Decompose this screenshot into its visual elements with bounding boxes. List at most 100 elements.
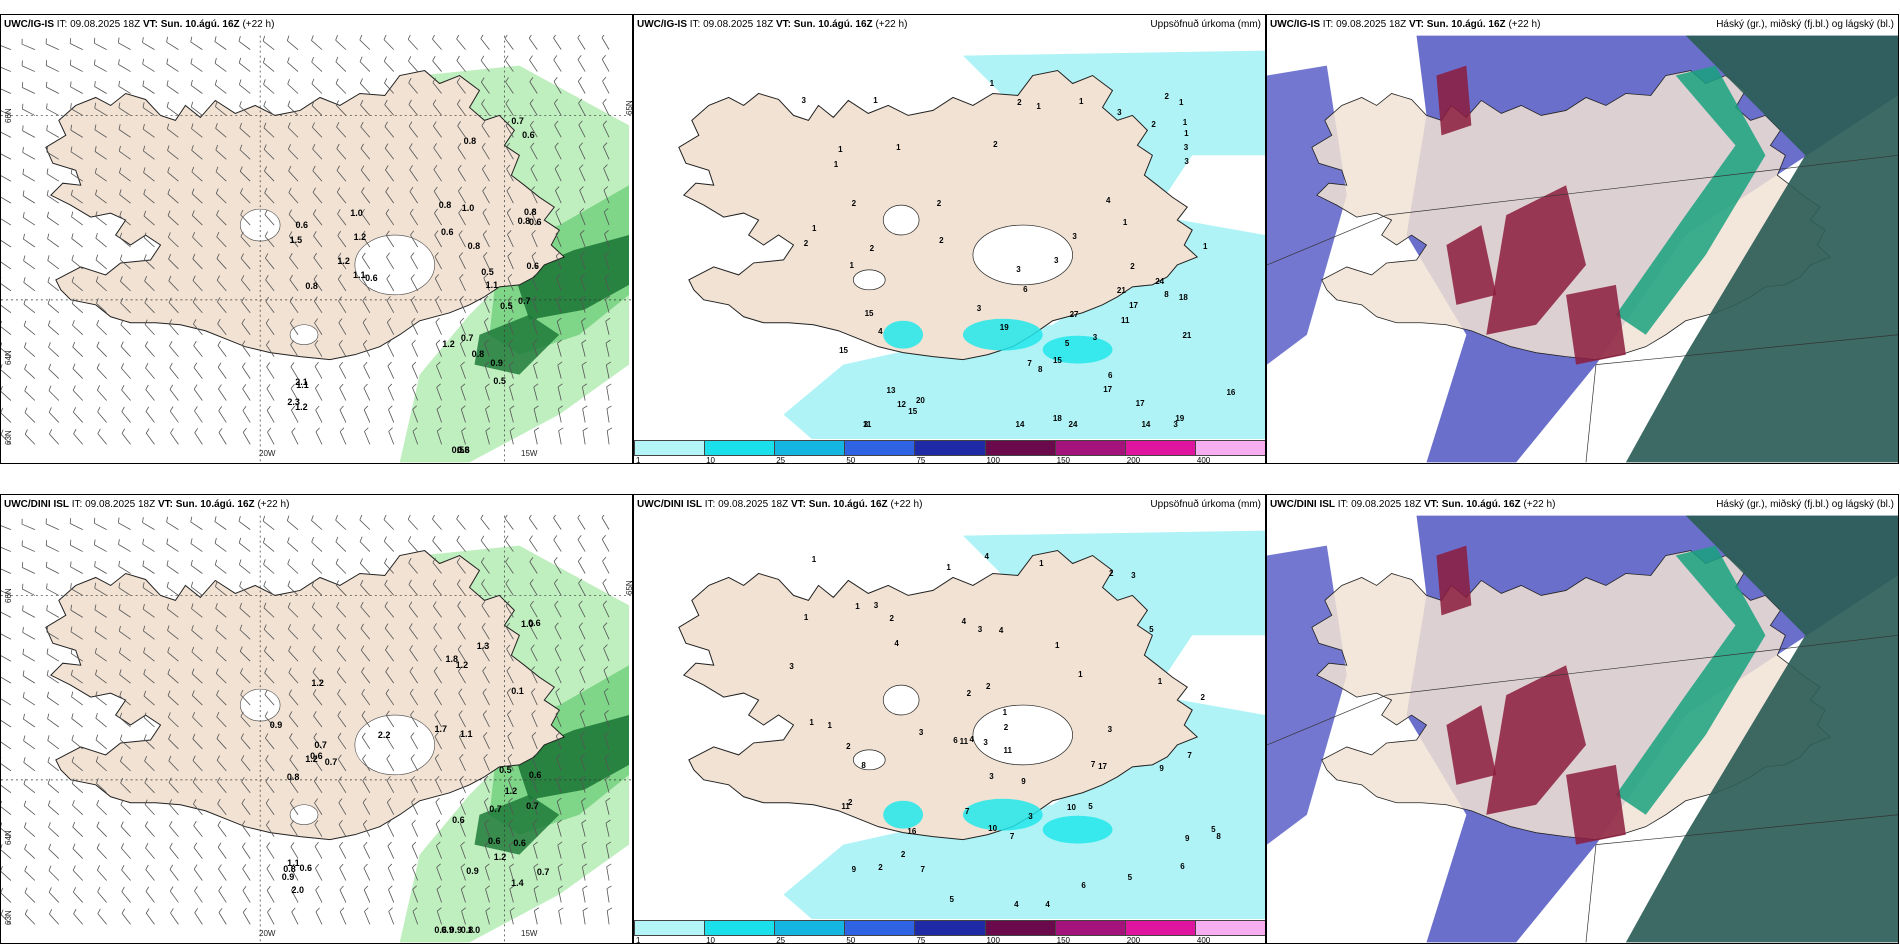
wind-value-label: 1.2 [295,401,308,412]
wind-value-label: 0.7 [511,116,524,127]
colorbar-tick-label: 150 [1056,936,1071,944]
wind-value-label: 0.7 [460,332,474,343]
precip-value-label: 1 [1078,669,1083,679]
precip-value-label: 1 [896,142,901,152]
colorbar-swatch [1054,440,1126,456]
wind-value-label: 0.9 [449,925,463,935]
precip-value-label: 16 [1226,388,1236,398]
field-title: Uppsöfnuð úrkoma (mm) [1150,19,1261,30]
wind-value-label: 0.5 [493,376,506,387]
precip-value-label: 6 [1108,370,1113,380]
colorbar: 1 10 25 50 75 100 150 200 400 [634,919,1265,943]
precip-value-label: 21 [1116,286,1126,296]
map-canvas [678,530,1265,921]
valid-time: Sun. 10.ágú. 16Z [175,499,255,510]
precip-value-label: 5 [1149,624,1154,634]
wind-value-label: 2.3 [287,396,300,407]
wind-value-label: 0.6 [526,260,539,271]
wind-value-label: 0.5 [500,301,513,312]
precip-value-label: 4 [1106,196,1111,206]
wind-value-label: 1.3 [476,641,490,652]
precip-value-label: 18 [1178,292,1188,302]
precip-value-label: 3 [789,661,794,671]
wind-value-label: 1.1 [485,280,499,291]
colorbar-swatch [704,440,776,456]
colorbar-swatch [1124,440,1196,456]
precip-value-label: 21 [1182,331,1192,341]
lead-time: (+22 h) [890,499,923,510]
precip-value-label: 4 [894,639,899,649]
map-canvas [1267,35,1898,463]
wind-value-label: 1.2 [311,677,324,688]
wind-value-label: 1.1 [352,269,366,280]
wind-value-label: 0.7 [526,800,539,811]
wind-value-label: 1.0 [467,925,481,935]
precip-value-label: 1 [809,717,814,727]
vt-label: VT: [1423,499,1439,510]
precip-value-label: 16 [907,826,917,836]
it-label: IT: [1337,499,1349,510]
precip-value-label: 3 [1028,811,1033,821]
wind-value-label: 0.6 [310,751,323,762]
precip-value-label: 3 [1016,264,1021,274]
precip-value-label: 27 [1069,309,1079,319]
precip-value-label: 2 [986,682,991,692]
wind-value-label: 0.6 [528,769,542,780]
precip-value-label: 9 [1021,777,1026,787]
valid-time: Sun. 10.ágú. 16Z [793,19,873,30]
wind-value-label: 1.0 [520,619,534,630]
wind-value-label: 1.2 [442,339,455,350]
panel-header: UWC/DINI ISL IT: 09.08.2025 18Z VT: Sun.… [1,495,632,515]
wind-value-label: 0.8 [471,348,485,359]
precip-value-label: 11 [1121,316,1130,326]
init-time: 09.08.2025 18Z [703,19,774,30]
wind-value-label: 0.6 [528,618,541,628]
it-label: IT: [704,499,716,510]
panel-header: UWC/IG-IS IT: 09.08.2025 18Z VT: Sun. 10… [1,15,632,35]
field-title: Háský (gr.), miðský (fj.bl.) og lágský (… [1716,19,1894,30]
colorbar-swatch [844,920,916,936]
precip-value-label: 2 [1130,262,1135,272]
precip-value-label: 1 [873,96,878,106]
wind-value-label: 0.8 [460,925,474,935]
precip-value-label: 17 [1135,398,1145,408]
colorbar-swatch [1124,920,1196,936]
precip-value-label: 3 [1107,724,1113,734]
precip-value-label: 15 [908,406,918,416]
colorbar-tick-label: 10 [706,456,716,464]
lead-time: (+22 h) [1523,499,1556,510]
precip-value-label: 4 [969,735,974,745]
colorbar-tick-label: 400 [1196,456,1211,464]
precip-value-label: 2 [889,613,894,623]
precip-value-label: 3 [1092,333,1098,343]
wind-value-label: 1.8 [445,653,459,664]
model-label: UWC/IG-IS [637,19,687,30]
precip-value-label: 2 [900,850,906,860]
precip-value-label: 1 [827,721,832,731]
wind-value-label: 0.8 [283,864,296,874]
lat-label: 65N [625,580,633,595]
wind-value-label: 0.6 [440,227,454,238]
colorbar-tick-label: 50 [846,936,856,944]
wind-value-label: 0.6 [488,835,501,846]
panel-dini-wind: 20W 15W 66N 64N 63N 65N 1.7 1.1 0.6 1.2 0.7 1.3 1.4 0… [0,494,633,944]
colorbar-swatch [844,440,916,456]
precip-value-label: 2 [1017,98,1022,108]
wind-value-label: 2.0 [291,884,304,895]
wind-value-label: 0.6 [457,445,470,455]
wind-value-label: 0.8 [456,445,470,455]
valid-time: Sun. 10.ágú. 16Z [1426,19,1506,30]
colorbar-swatch [634,440,706,456]
precip-value-label: 9 [851,865,857,875]
wind-value-label: 1.2 [305,753,318,764]
wind-value-label: 0.9 [490,357,503,368]
lead-time: (+22 h) [242,19,275,30]
precip-value-label: 9 [1159,764,1164,774]
panel-header: UWC/IG-IS IT: 09.08.2025 18Z VT: Sun. 10… [1267,15,1898,35]
panel-igis-wind: 20W 15W 66N 64N 63N 65N 0.5 0.8 0.7 1.0 0.8 0.9 0.6 0… [0,14,633,464]
precip-value-label: 1 [811,555,817,565]
init-time: 09.08.2025 18Z [85,499,156,510]
precip-value-label: 2 [846,741,851,751]
precip-value-label: 1 [849,261,854,271]
lon-label: 20W [259,929,276,938]
